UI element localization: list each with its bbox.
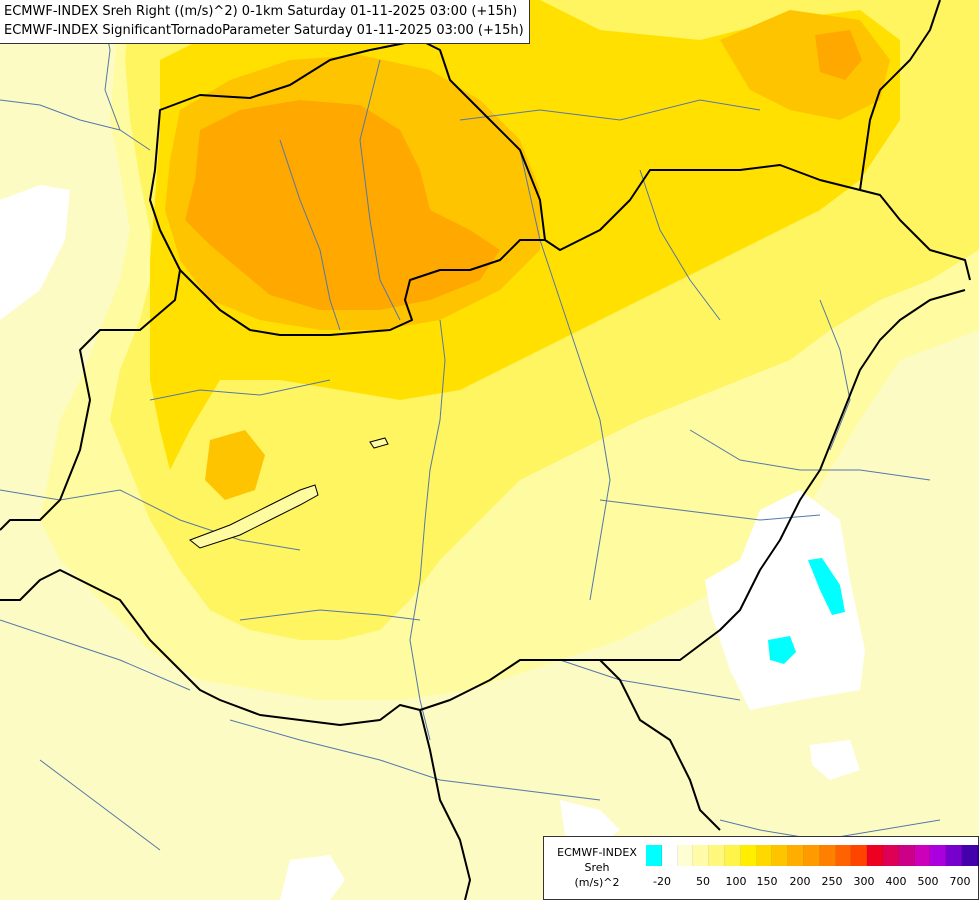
legend-swatch	[646, 845, 662, 866]
river-line	[409, 319, 446, 741]
legend-title-line-2: Sreh	[584, 861, 610, 874]
legend-swatch	[693, 845, 710, 866]
legend-tick-label: 300	[853, 875, 875, 888]
country-border	[0, 289, 966, 726]
legend-swatch	[930, 845, 947, 866]
legend-tick-label: 150	[756, 875, 778, 888]
legend-swatch	[961, 845, 978, 866]
legend-tick-label: 250	[821, 875, 843, 888]
river-line	[559, 659, 741, 701]
lake-balaton	[189, 484, 319, 549]
field-white-west	[0, 185, 70, 320]
country-border	[419, 709, 471, 900]
field-orange-ne	[815, 30, 862, 80]
country-border	[859, 0, 941, 191]
river-line	[519, 149, 611, 601]
river-line	[149, 379, 331, 401]
field-white-southeast	[705, 490, 865, 710]
country-border	[0, 269, 181, 531]
title-line-1: ECMWF-INDEX Sreh Right ((m/s)^2) 0-1km S…	[4, 4, 518, 19]
country-border	[599, 659, 721, 831]
river-line	[239, 609, 421, 621]
legend-ticks: -20 50 100 150 200 250 300 400 500 700	[646, 875, 976, 891]
field-orange	[185, 100, 500, 310]
field-white-south-2	[560, 800, 620, 845]
legend-swatch	[661, 845, 678, 866]
legend-swatch	[709, 845, 725, 866]
legend-swatch	[819, 845, 836, 866]
country-border	[149, 39, 546, 336]
legend-tick-label: 50	[696, 875, 710, 888]
river-line	[359, 59, 401, 321]
legend-swatch	[867, 845, 883, 866]
legend-title-line-3: (m/s)^2	[574, 876, 620, 889]
legend-swatch	[914, 845, 931, 866]
legend-swatch	[977, 845, 979, 866]
field-cyan-1	[808, 558, 845, 615]
river-line	[279, 139, 341, 331]
lake-small	[369, 437, 389, 449]
river-line	[639, 169, 721, 321]
legend-swatch	[788, 845, 804, 866]
legend-swatch	[898, 845, 915, 866]
color-legend: ECMWF-INDEX Sreh (m/s)^2 -20 50 100 150 200 2…	[543, 836, 979, 900]
legend-swatch	[677, 845, 694, 866]
river-line	[599, 499, 821, 521]
legend-swatch	[882, 845, 899, 866]
river-line	[0, 99, 151, 151]
field-white-southeast-2	[810, 740, 860, 780]
river-line	[229, 719, 601, 801]
river-line	[689, 429, 931, 481]
river-line	[0, 489, 301, 551]
legend-title-line-1: ECMWF-INDEX	[557, 846, 637, 859]
legend-tick-label: 100	[725, 875, 747, 888]
map-title-box: ECMWF-INDEX Sreh Right ((m/s)^2) 0-1km S…	[0, 0, 530, 44]
legend-tick-label: -20	[653, 875, 671, 888]
field-cyan-2	[768, 636, 796, 664]
legend-swatch	[851, 845, 868, 866]
legend-title: ECMWF-INDEX Sreh (m/s)^2	[548, 845, 646, 890]
title-line-2: ECMWF-INDEX SignificantTornadoParameter …	[4, 23, 524, 38]
river-line	[0, 619, 191, 691]
legend-swatch	[756, 845, 773, 866]
legend-tick-label: 700	[949, 875, 971, 888]
legend-swatch	[740, 845, 757, 866]
legend-tick-label: 500	[917, 875, 939, 888]
country-border	[544, 164, 971, 281]
legend-swatches	[646, 845, 979, 866]
legend-tick-label: 400	[885, 875, 907, 888]
legend-swatch	[772, 845, 789, 866]
river-line	[459, 99, 761, 121]
legend-swatch	[835, 845, 852, 866]
legend-swatch	[946, 845, 962, 866]
river-line	[39, 759, 161, 851]
legend-swatch	[803, 845, 820, 866]
river-line	[819, 299, 851, 451]
legend-tick-label: 200	[789, 875, 811, 888]
legend-swatch	[724, 845, 741, 866]
field-orange-light-w	[205, 430, 265, 500]
field-white-south	[280, 855, 345, 900]
